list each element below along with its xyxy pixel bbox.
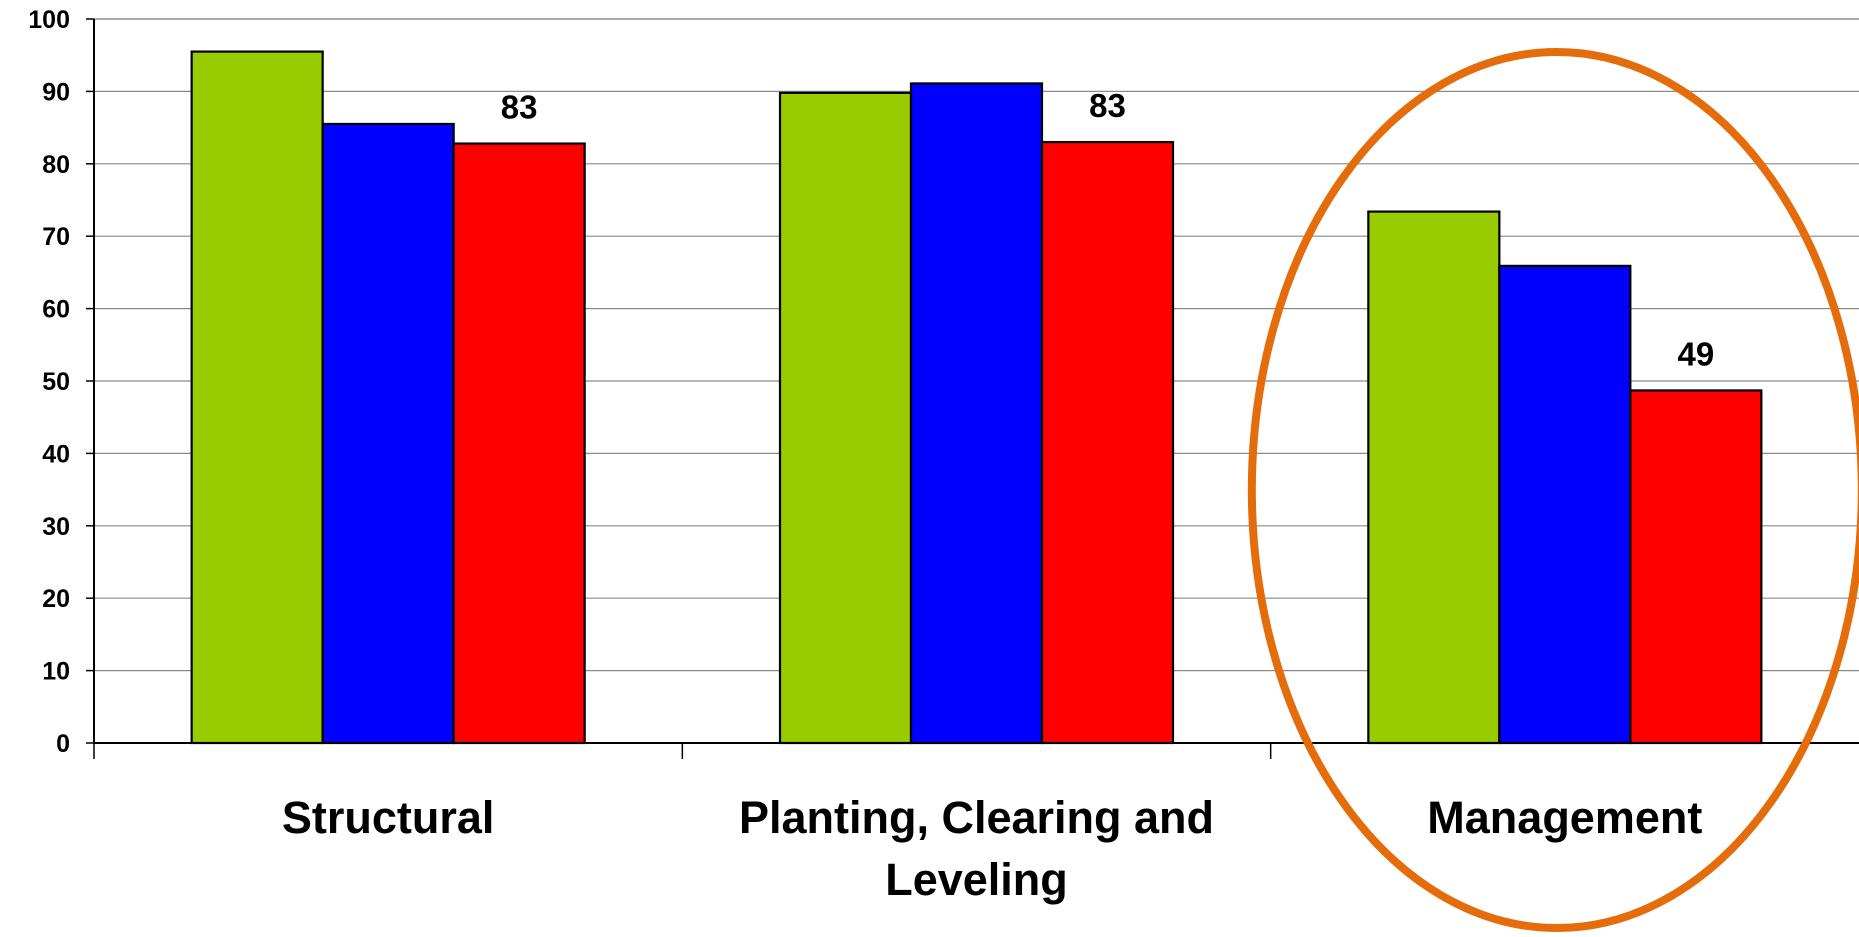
- data-label: 83: [1089, 87, 1126, 124]
- axes: [86, 18, 1859, 759]
- bar: [1498, 264, 1632, 745]
- data-label: 83: [501, 89, 538, 126]
- bar: [909, 82, 1044, 745]
- y-tick-label: 0: [56, 730, 70, 758]
- bars: [190, 50, 1763, 745]
- highlight: [1247, 48, 1859, 932]
- bar: [1629, 389, 1763, 745]
- y-tick-label: 50: [42, 368, 70, 396]
- y-tick-label: 40: [42, 440, 70, 468]
- x-category-label: Leveling: [885, 854, 1068, 905]
- y-tick-label: 100: [28, 6, 70, 34]
- data-label: 49: [1677, 335, 1714, 372]
- x-category-label: Structural: [282, 792, 495, 843]
- y-tick-label: 70: [42, 223, 70, 251]
- y-tick-label: 20: [42, 585, 70, 613]
- bar: [778, 91, 913, 745]
- x-category-label: Planting, Clearing and: [739, 792, 1214, 843]
- y-tick-label: 30: [42, 513, 70, 541]
- bar: [1040, 140, 1175, 745]
- bar: [190, 50, 324, 745]
- x-category-label: Management: [1427, 792, 1702, 843]
- bar: [1367, 210, 1501, 745]
- highlight-ellipse: [1247, 48, 1859, 932]
- y-tick-label: 60: [42, 296, 70, 324]
- bar: [452, 142, 586, 745]
- bar: [321, 122, 455, 745]
- labels: 0 10 20 30 40 50 60 70 80 90 100 83 Structural 83 Plan…: [28, 6, 1714, 905]
- y-tick-label: 10: [42, 658, 70, 686]
- y-tick-label: 90: [42, 78, 70, 106]
- y-tick-label: 80: [42, 151, 70, 179]
